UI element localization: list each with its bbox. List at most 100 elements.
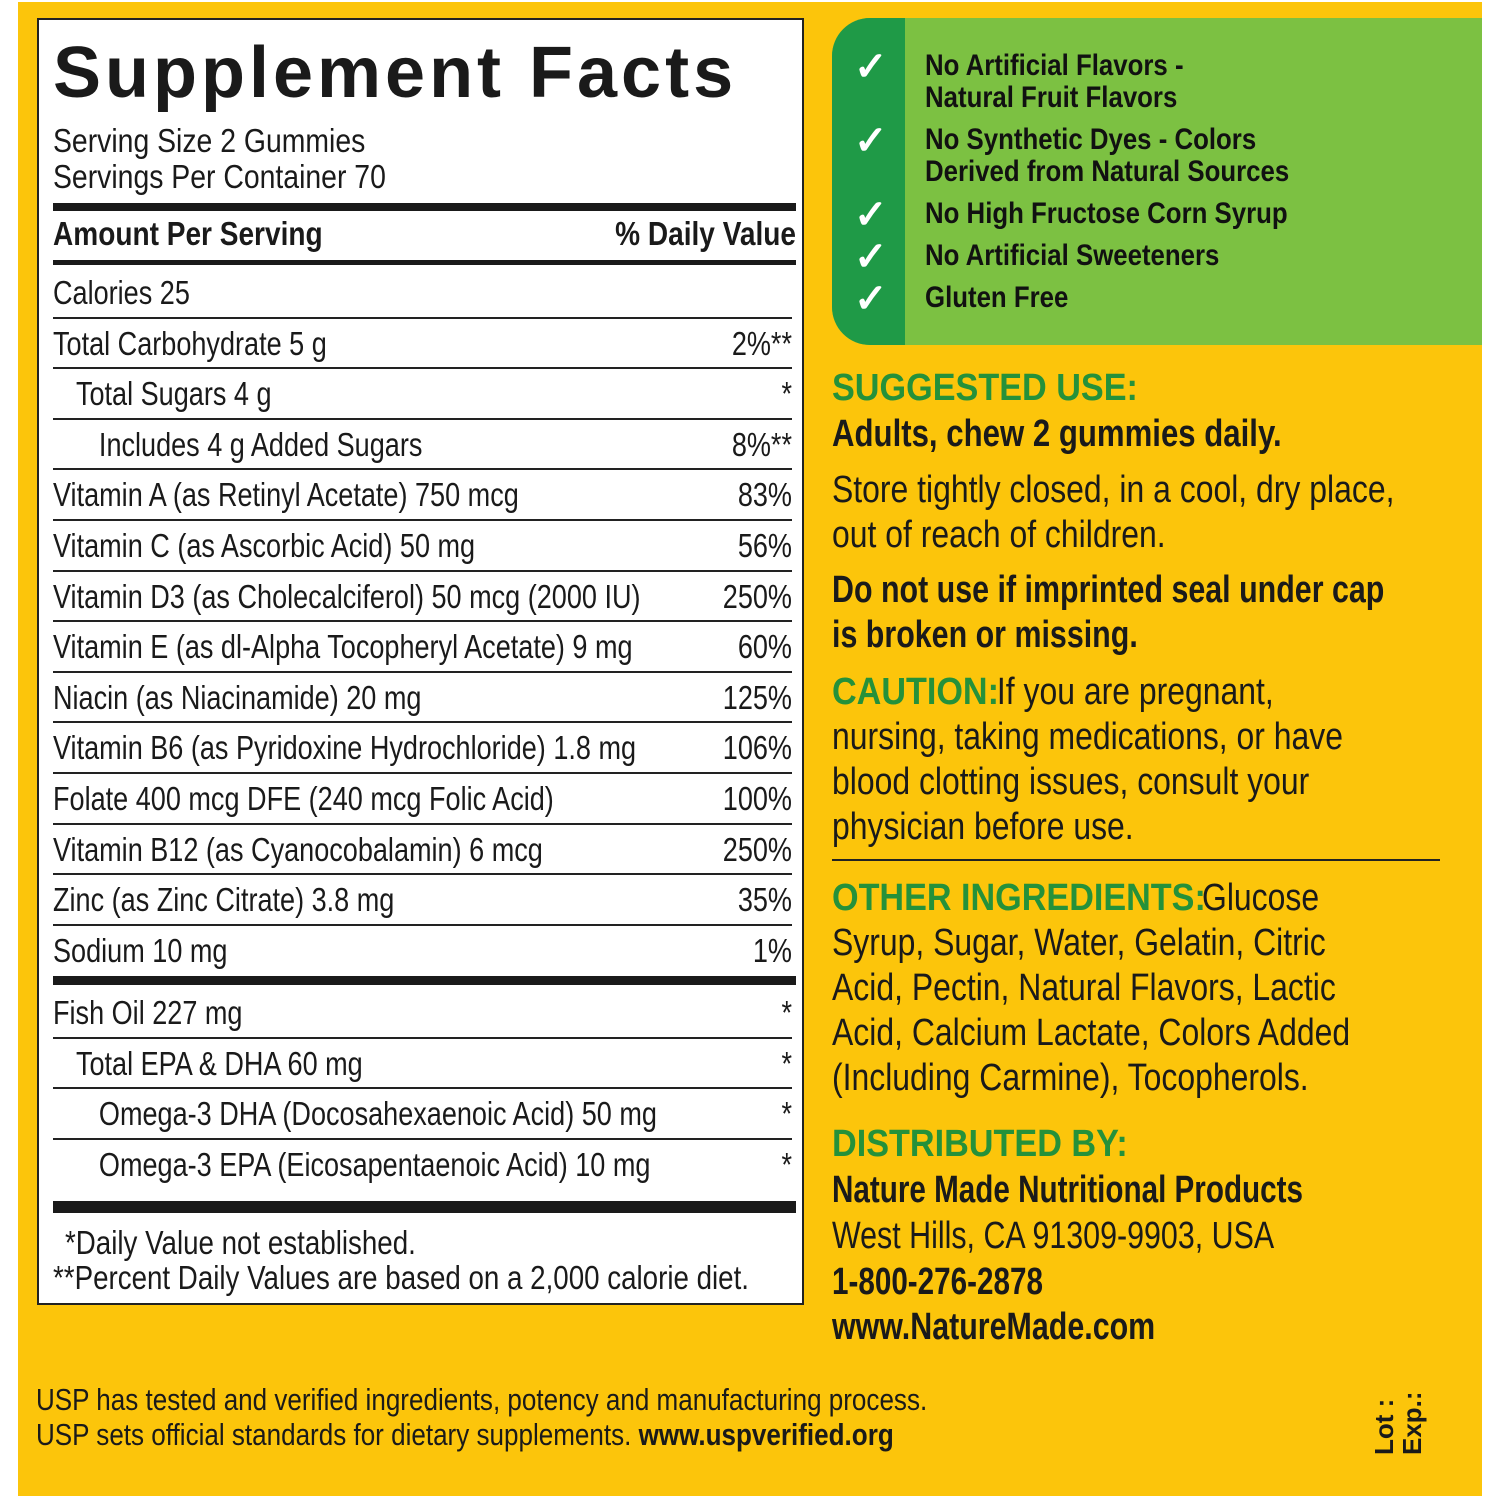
servings-per-container: Servings Per Container 70 xyxy=(53,158,386,195)
lot-label: Lot : xyxy=(1369,1398,1399,1455)
supplement-facts-panel: Supplement Facts Serving Size 2 Gummies … xyxy=(37,18,804,1305)
nutrient-name: Niacin (as Niacinamide) 20 mg xyxy=(53,678,422,716)
daily-value: * xyxy=(781,1145,792,1183)
nutrient-name: Zinc (as Zinc Citrate) 3.8 mg xyxy=(53,881,395,919)
table-row: Omega-3 EPA (Eicosapentaenoic Acid) 10 m… xyxy=(53,1140,792,1189)
nutrient-name: Omega-3 EPA (Eicosapentaenoic Acid) 10 m… xyxy=(98,1145,651,1183)
claim-item: No Artificial Flavors - Natural Fruit Fl… xyxy=(925,49,1184,114)
claim-item: No Artificial Sweeteners xyxy=(925,239,1220,272)
usp-text: USP sets official standards for dietary … xyxy=(36,1417,639,1452)
daily-value: 35% xyxy=(737,881,792,919)
company-name: Nature Made Nutritional Products xyxy=(832,1169,1303,1211)
website-link[interactable]: www.NatureMade.com xyxy=(832,1306,1156,1348)
thick-divider xyxy=(53,976,796,985)
table-row: Niacin (as Niacinamide) 20 mg 125% xyxy=(53,673,792,724)
caution-heading: CAUTION: xyxy=(832,671,999,713)
dv-header: % Daily Value xyxy=(615,215,796,252)
usp-statement-2: USP sets official standards for dietary … xyxy=(36,1417,894,1453)
table-row: Vitamin B12 (as Cyanocobalamin) 6 mcg 250… xyxy=(53,825,792,876)
table-row: Includes 4 g Added Sugars 8%** xyxy=(53,420,792,471)
daily-value: 125% xyxy=(722,678,792,716)
nutrient-name: Sodium 10 mg xyxy=(53,931,228,969)
nutrient-name: Vitamin B12 (as Cyanocobalamin) 6 mcg xyxy=(53,830,543,868)
check-icon: ✓ xyxy=(854,277,888,321)
amount-header: Amount Per Serving xyxy=(53,215,323,252)
check-icon: ✓ xyxy=(854,119,888,163)
table-row: Total Sugars 4 g * xyxy=(53,369,792,420)
table-row: Total Carbohydrate 5 g 2%** xyxy=(53,319,792,370)
usp-statement-1: USP has tested and verified ingredients,… xyxy=(36,1382,928,1417)
daily-value: * xyxy=(781,375,792,413)
table-header: Amount Per Serving % Daily Value xyxy=(53,215,796,259)
footnote-dv: *Daily Value not established. xyxy=(65,1224,416,1261)
table-row: Folate 400 mcg DFE (240 mcg Folic Acid) 1… xyxy=(53,774,792,825)
lot-exp: Lot : Exp.: xyxy=(1369,1391,1427,1455)
ingredients-text: Glucose Syrup, Sugar, Water, Gelatin, Ci… xyxy=(832,877,1351,1099)
table-row: Fish Oil 227 mg * xyxy=(53,988,792,1039)
daily-value: 1% xyxy=(752,931,792,969)
nutrient-name: Folate 400 mcg DFE (240 mcg Folic Acid) xyxy=(53,779,554,817)
usp-link[interactable]: www.uspverified.org xyxy=(638,1417,894,1452)
distributed-heading: DISTRIBUTED BY: xyxy=(832,1123,1128,1165)
storage-text: Store tightly closed, in a cool, dry pla… xyxy=(832,469,1395,556)
ingredients-heading: OTHER INGREDIENTS: xyxy=(832,877,1206,919)
phone-number: 1-800-276-2878 xyxy=(832,1261,1043,1303)
daily-value: 8%** xyxy=(731,425,792,463)
thick-divider xyxy=(53,203,796,211)
thick-divider xyxy=(53,1201,796,1213)
nutrient-name: Total EPA & DHA 60 mg xyxy=(75,1044,363,1082)
daily-value: 250% xyxy=(722,830,792,868)
fish-oil-rows: Fish Oil 227 mg * Total EPA & DHA 60 mg * Om… xyxy=(53,988,792,1188)
nutrient-name: Vitamin D3 (as Cholecalciferol) 50 mcg (… xyxy=(53,577,641,615)
header-divider xyxy=(53,260,796,265)
nutrient-name: Calories 25 xyxy=(53,274,190,311)
exp-label: Exp.: xyxy=(1397,1391,1427,1455)
claims-strip xyxy=(832,18,905,345)
company-address: West Hills, CA 91309-9903, USA xyxy=(832,1215,1275,1257)
table-row: Vitamin B6 (as Pyridoxine Hydrochloride)… xyxy=(53,723,792,774)
daily-value: 250% xyxy=(722,577,792,615)
check-icon: ✓ xyxy=(854,235,888,279)
other-ingredients: OTHER INGREDIENTS: Glucose Syrup, Sugar,… xyxy=(832,876,1350,1101)
table-row: Vitamin A (as Retinyl Acetate) 750 mcg 83… xyxy=(53,470,792,521)
footnote-percent: **Percent Daily Values are based on a 2,… xyxy=(53,1259,749,1296)
table-row: Calories 25 xyxy=(53,268,792,319)
suggested-use-heading-text: SUGGESTED USE: xyxy=(832,367,1138,409)
claim-item: Gluten Free xyxy=(925,281,1069,314)
nutrient-name: Fish Oil 227 mg xyxy=(53,994,243,1031)
claims-panel: ✓ No Artificial Flavors - Natural Fruit F… xyxy=(832,18,1482,345)
daily-value: 83% xyxy=(737,476,792,514)
claim-item: No Synthetic Dyes - Colors Derived from … xyxy=(925,123,1290,188)
table-row: Vitamin E (as dl-Alpha Tocopheryl Acetat… xyxy=(53,622,792,673)
table-row: Omega-3 DHA (Docosahexaenoic Acid) 50 mg… xyxy=(53,1089,792,1140)
nutrient-name: Vitamin C (as Ascorbic Acid) 50 mg xyxy=(53,526,476,564)
serving-size: Serving Size 2 Gummies xyxy=(53,122,366,159)
daily-value: * xyxy=(781,1044,792,1082)
divider xyxy=(832,859,1440,861)
suggested-use-heading: SUGGESTED USE: xyxy=(832,366,1138,411)
daily-value: 106% xyxy=(722,729,792,767)
suggested-use-text: Adults, chew 2 gummies daily. xyxy=(832,413,1282,455)
nutrient-name: Total Carbohydrate 5 g xyxy=(53,324,327,362)
table-row: Total EPA & DHA 60 mg * xyxy=(53,1039,792,1090)
check-icon: ✓ xyxy=(854,193,888,237)
table-row: Zinc (as Zinc Citrate) 3.8 mg 35% xyxy=(53,875,792,926)
nutrient-rows: Calories 25 Total Carbohydrate 5 g 2%** Tot… xyxy=(53,268,792,974)
daily-value: 56% xyxy=(737,526,792,564)
daily-value: 100% xyxy=(722,779,792,817)
daily-value: * xyxy=(781,1095,792,1133)
claim-item: No High Fructose Corn Syrup xyxy=(925,197,1288,230)
facts-title: Supplement Facts xyxy=(53,33,738,113)
nutrient-name: Omega-3 DHA (Docosahexaenoic Acid) 50 mg xyxy=(98,1095,657,1133)
table-row: Vitamin D3 (as Cholecalciferol) 50 mcg (… xyxy=(53,572,792,623)
table-row: Vitamin C (as Ascorbic Acid) 50 mg 56% xyxy=(53,521,792,572)
nutrient-name: Vitamin B6 (as Pyridoxine Hydrochloride)… xyxy=(53,729,637,767)
table-row: Sodium 10 mg 1% xyxy=(53,926,792,975)
daily-value: * xyxy=(781,994,792,1031)
daily-value: 2%** xyxy=(731,324,792,362)
caution-text: If you are pregnant, nursing, taking med… xyxy=(832,671,1344,848)
check-icon: ✓ xyxy=(854,45,888,89)
nutrient-name: Total Sugars 4 g xyxy=(75,375,272,413)
nutrient-name: Vitamin A (as Retinyl Acetate) 750 mcg xyxy=(53,476,519,514)
daily-value: 60% xyxy=(737,628,792,666)
